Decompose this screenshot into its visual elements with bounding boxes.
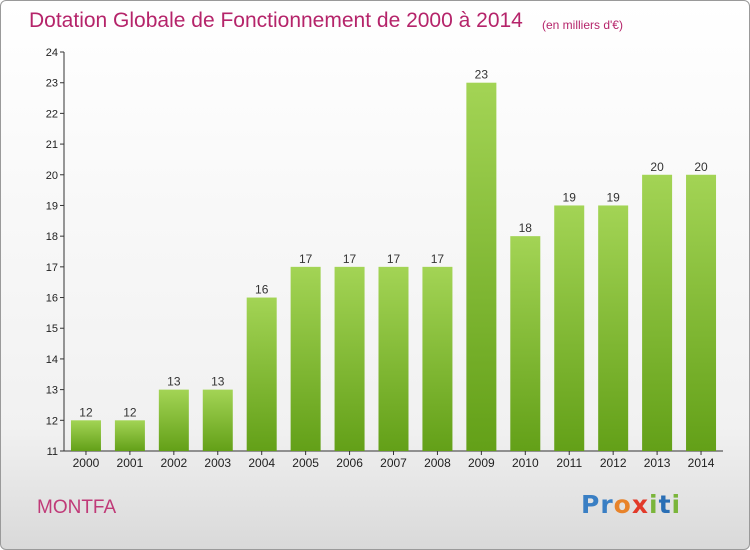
- bar: [422, 266, 453, 451]
- chart-title: Dotation Globale de Fonctionnement de 20…: [29, 9, 523, 32]
- bar-value-label: 20: [650, 160, 664, 174]
- x-tick-label: 2010: [512, 456, 539, 470]
- x-tick-label: 2007: [380, 456, 407, 470]
- bar: [290, 266, 321, 451]
- bar: [246, 297, 277, 451]
- commune-name: MONTFA: [37, 497, 117, 518]
- y-tick-label: 23: [46, 78, 58, 90]
- proxiti-logo: Proxiti: [581, 490, 682, 519]
- x-tick-label: 2005: [292, 456, 319, 470]
- bar-value-label: 17: [299, 252, 313, 266]
- bar-value-label: 13: [167, 375, 181, 389]
- bar-value-label: 17: [387, 252, 401, 266]
- bar-value-label: 12: [123, 405, 137, 419]
- y-tick-label: 20: [46, 170, 58, 182]
- x-tick-label: 2009: [468, 456, 495, 470]
- y-tick-label: 12: [46, 415, 58, 427]
- chart-unit-label: (en milliers d'€): [542, 18, 623, 32]
- y-tick-label: 24: [46, 47, 58, 59]
- bar: [114, 420, 145, 451]
- x-tick-label: 2002: [160, 456, 187, 470]
- bar-value-label: 19: [606, 190, 620, 204]
- bar: [466, 82, 497, 451]
- y-tick-label: 21: [46, 139, 58, 151]
- x-tick-label: 2013: [644, 456, 671, 470]
- x-tick-label: 2006: [336, 456, 363, 470]
- bar-value-label: 23: [475, 68, 489, 82]
- x-tick-label: 2001: [117, 456, 144, 470]
- chart-bars: 12 12 13 13 16 17 17 17 17 23 18 19 19 20 20: [70, 68, 717, 451]
- y-tick-label: 22: [46, 108, 58, 120]
- y-tick-label: 19: [46, 200, 58, 212]
- bar: [158, 389, 189, 451]
- bar-value-label: 18: [519, 221, 533, 235]
- bar: [334, 266, 365, 451]
- bar-value-label: 16: [255, 283, 269, 297]
- x-tick-label: 2003: [204, 456, 231, 470]
- bar: [202, 389, 233, 451]
- bar-value-label: 12: [79, 405, 93, 419]
- bar: [554, 205, 585, 451]
- bar: [70, 420, 101, 451]
- y-tick-label: 15: [46, 323, 58, 335]
- y-tick-label: 17: [46, 262, 58, 274]
- bar: [642, 174, 673, 451]
- x-tick-label: 2000: [73, 456, 100, 470]
- bar-value-label: 17: [431, 252, 445, 266]
- bar: [378, 266, 409, 451]
- y-tick-label: 18: [46, 231, 58, 243]
- x-tick-label: 2012: [600, 456, 627, 470]
- y-tick-label: 16: [46, 293, 58, 305]
- bar: [686, 174, 717, 451]
- y-tick-label: 11: [47, 446, 58, 458]
- bar-value-label: 20: [694, 160, 708, 174]
- bar: [510, 236, 541, 451]
- bar-value-label: 19: [563, 190, 577, 204]
- bar-value-label: 17: [343, 252, 357, 266]
- x-tick-label: 2011: [556, 456, 582, 470]
- x-tick-label: 2014: [688, 456, 715, 470]
- x-tick-label: 2008: [424, 456, 451, 470]
- y-tick-label: 14: [46, 354, 58, 366]
- x-tick-label: 2004: [248, 456, 275, 470]
- bar-value-label: 13: [211, 375, 225, 389]
- y-tick-label: 13: [46, 385, 58, 397]
- bar: [598, 205, 629, 451]
